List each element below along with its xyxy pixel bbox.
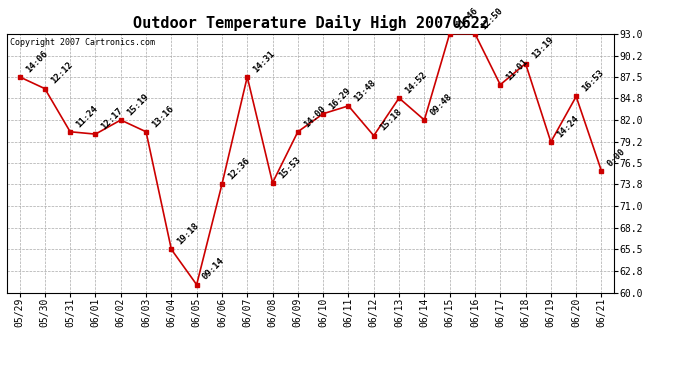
Text: 16:53: 16:53 xyxy=(580,68,606,94)
Text: 09:14: 09:14 xyxy=(201,256,226,282)
Text: 12:36: 12:36 xyxy=(226,156,251,182)
Text: 11:46: 11:46 xyxy=(454,6,479,31)
Text: 14:06: 14:06 xyxy=(23,49,49,74)
Text: 09:48: 09:48 xyxy=(428,92,454,117)
Text: 19:18: 19:18 xyxy=(175,221,201,247)
Text: 15:53: 15:53 xyxy=(277,154,302,180)
Text: 14:24: 14:24 xyxy=(555,114,580,139)
Text: 11:24: 11:24 xyxy=(75,104,99,129)
Text: 12:12: 12:12 xyxy=(49,60,75,86)
Text: 13:16: 13:16 xyxy=(150,104,175,129)
Text: 13:48: 13:48 xyxy=(353,78,378,103)
Text: Copyright 2007 Cartronics.com: Copyright 2007 Cartronics.com xyxy=(10,38,155,46)
Text: 11:01: 11:01 xyxy=(504,57,530,82)
Text: 14:00: 14:00 xyxy=(302,104,327,129)
Text: 12:17: 12:17 xyxy=(99,106,125,131)
Text: 12:50: 12:50 xyxy=(479,6,504,31)
Text: 16:29: 16:29 xyxy=(327,86,353,111)
Text: 15:19: 15:19 xyxy=(125,92,150,117)
Text: 15:18: 15:18 xyxy=(378,108,403,133)
Text: 14:31: 14:31 xyxy=(251,49,277,74)
Text: 13:19: 13:19 xyxy=(530,35,555,61)
Text: 0:00: 0:00 xyxy=(606,147,627,168)
Title: Outdoor Temperature Daily High 20070622: Outdoor Temperature Daily High 20070622 xyxy=(132,15,489,31)
Text: 14:52: 14:52 xyxy=(403,70,428,95)
